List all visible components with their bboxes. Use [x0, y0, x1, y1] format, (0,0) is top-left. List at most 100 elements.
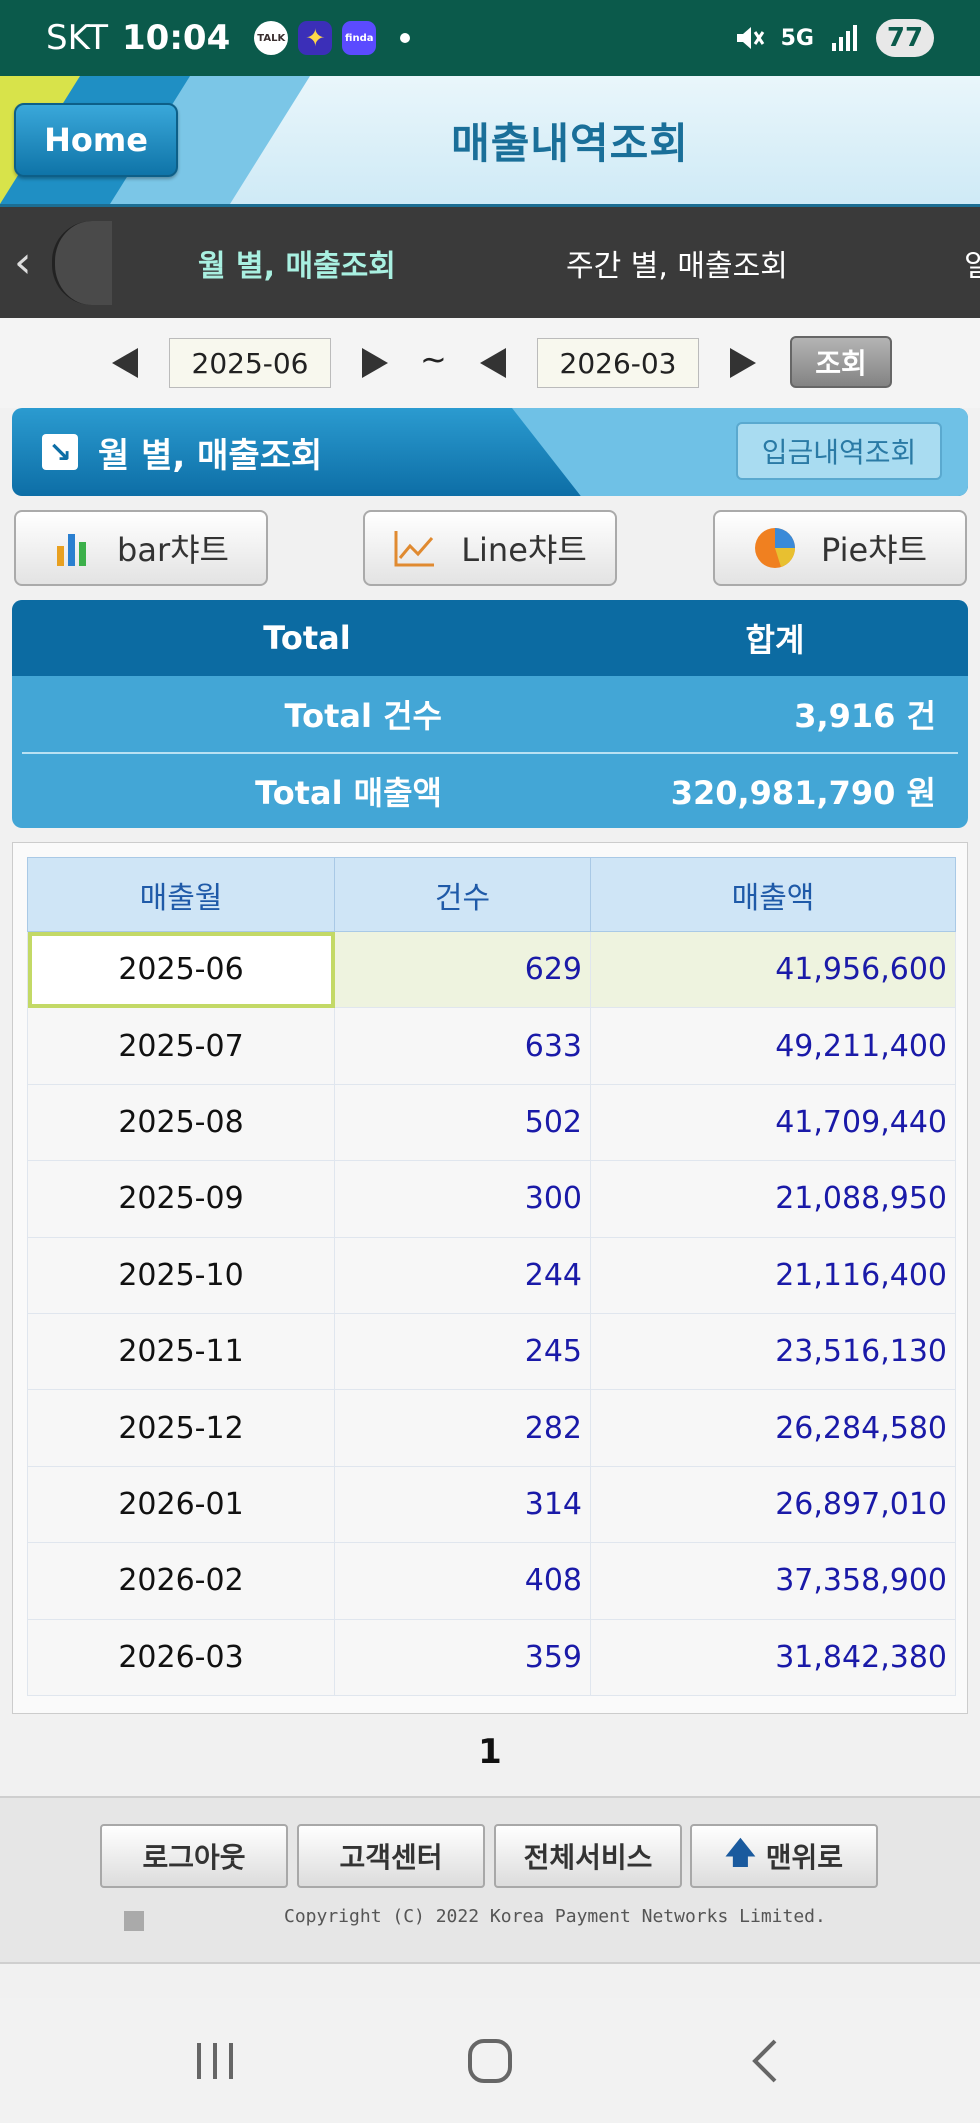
cell-count: 633 — [334, 1007, 591, 1085]
cell-amount: 37,358,900 — [590, 1542, 956, 1620]
cell-month[interactable]: 2025-11 — [27, 1312, 335, 1391]
summary-box: Total 합계 Total 건수 3,916 건 Total 매출액 320,… — [12, 600, 968, 828]
section-title: 월 별, 매출조회 — [98, 435, 323, 476]
table-header-row: 매출월 건수 매출액 — [27, 857, 956, 932]
chevron-left-icon: ‹ — [14, 237, 32, 288]
cell-month[interactable]: 2025-07 — [27, 1007, 335, 1085]
kakaotalk-icon: TALK — [254, 21, 289, 55]
cell-count: 408 — [334, 1542, 591, 1620]
summary-label: Total 건수 — [284, 697, 442, 735]
home-nav-button[interactable] — [430, 1998, 550, 2123]
sales-table: 매출월 건수 매출액 2025-06 629 41,956,600 2025-0… — [27, 857, 956, 1696]
summary-sum-header: 합계 — [745, 621, 805, 659]
start-month-field[interactable]: 2025-06 — [169, 338, 331, 388]
recent-apps-button[interactable] — [155, 1998, 275, 2123]
cell-count: 502 — [334, 1083, 591, 1162]
table-row[interactable]: 2026-03 359 31,842,380 — [27, 1618, 956, 1696]
tab-daily[interactable]: 일 — [964, 207, 980, 318]
tab-weekly[interactable]: 주간 별, 매출조회 — [566, 248, 788, 284]
table-row[interactable]: 2025-08 502 41,709,440 — [27, 1083, 956, 1162]
cell-month[interactable]: 2026-03 — [27, 1618, 335, 1696]
cell-amount: 21,116,400 — [590, 1236, 956, 1314]
logout-label: 로그아웃 — [142, 1841, 246, 1874]
cell-amount: 26,284,580 — [590, 1389, 956, 1467]
logout-button[interactable]: 로그아웃 — [100, 1824, 288, 1888]
cell-amount: 41,956,600 — [590, 930, 956, 1009]
kpn-logo — [124, 1910, 244, 1932]
mute-icon — [736, 27, 764, 49]
page-number-current[interactable]: 1 — [478, 1732, 502, 1772]
signal-icon — [832, 25, 857, 51]
cell-month[interactable]: 2025-06 — [27, 930, 335, 1009]
cell-count: 314 — [334, 1465, 591, 1544]
cell-amount: 31,842,380 — [590, 1618, 956, 1696]
system-navigation-bar — [0, 1998, 980, 2123]
date-filter: 2025-06 ~ 2026-03 조회 — [0, 318, 980, 408]
tab-bar: ‹ 월 별, 매출조회 주간 별, 매출조회 일 — [0, 204, 980, 318]
line-chart-button[interactable]: Line챠트 — [363, 510, 617, 586]
table-row[interactable]: 2025-07 633 49,211,400 — [27, 1007, 956, 1085]
start-next-arrow-icon[interactable] — [362, 348, 388, 378]
pie-chart-button[interactable]: Pie챠트 — [713, 510, 967, 586]
start-prev-arrow-icon[interactable] — [112, 348, 138, 378]
customer-center-button[interactable]: 고객센터 — [297, 1824, 485, 1888]
table-row[interactable]: 2026-01 314 26,897,010 — [27, 1465, 956, 1544]
page-title: 매출내역조회 — [451, 118, 689, 168]
table-row[interactable]: 2025-09 300 21,088,950 — [27, 1160, 956, 1238]
clock: 10:04 — [122, 18, 231, 58]
status-bar: SKT 10:04 TALK ✦ finda 5G 77 — [0, 0, 980, 76]
home-button[interactable]: Home — [14, 103, 178, 177]
table-row[interactable]: 2026-02 408 37,358,900 — [27, 1542, 956, 1620]
cell-month[interactable]: 2025-10 — [27, 1236, 335, 1314]
line-chart-icon — [394, 531, 435, 567]
cell-month[interactable]: 2026-01 — [27, 1465, 335, 1544]
summary-value: 3,916 건 — [794, 697, 936, 735]
footer: 로그아웃 고객센터 전체서비스 🡅 맨위로 Copyright (C) 2022… — [0, 1796, 980, 1964]
carrier-label: SKT — [46, 18, 109, 58]
cell-count: 629 — [334, 930, 591, 1009]
cell-amount: 26,897,010 — [590, 1465, 956, 1544]
summary-total-header: Total — [263, 619, 351, 657]
tab-monthly[interactable]: 월 별, 매출조회 — [198, 248, 396, 284]
range-separator: ~ — [420, 340, 447, 378]
scroll-to-top-button[interactable]: 🡅 맨위로 — [690, 1824, 878, 1888]
cell-month[interactable]: 2025-08 — [27, 1083, 335, 1162]
app-header: Home 매출내역조회 — [0, 76, 980, 204]
line-chart-label: Line챠트 — [461, 531, 587, 569]
cell-month[interactable]: 2025-09 — [27, 1160, 335, 1238]
search-button[interactable]: 조회 — [790, 336, 892, 388]
table-row[interactable]: 2025-10 244 21,116,400 — [27, 1236, 956, 1314]
cell-count: 245 — [334, 1312, 591, 1391]
network-indicator: 5G — [780, 25, 814, 51]
cell-amount: 41,709,440 — [590, 1083, 956, 1162]
recent-apps-icon — [197, 2042, 233, 2079]
customer-center-label: 고객센터 — [339, 1841, 443, 1874]
scroll-to-top-label: 맨위로 — [765, 1841, 844, 1874]
cell-amount: 49,211,400 — [590, 1007, 956, 1085]
column-header-month: 매출월 — [27, 857, 335, 932]
battery-indicator: 77 — [876, 19, 934, 57]
end-prev-arrow-icon[interactable] — [480, 348, 506, 378]
table-row[interactable]: 2025-12 282 26,284,580 — [27, 1389, 956, 1467]
bar-chart-button[interactable]: bar챠트 — [14, 510, 268, 586]
pagination: 1 — [0, 1726, 980, 1778]
column-header-count: 건수 — [334, 857, 591, 932]
table-row[interactable]: 2025-06 629 41,956,600 — [27, 930, 956, 1009]
end-month-field[interactable]: 2026-03 — [537, 338, 699, 388]
cell-count: 244 — [334, 1236, 591, 1314]
copyright-text: Copyright (C) 2022 Korea Payment Network… — [284, 1906, 826, 1927]
pie-chart-icon — [754, 528, 795, 568]
pie-chart-label: Pie챠트 — [820, 531, 928, 569]
cell-count: 282 — [334, 1389, 591, 1467]
deposit-history-button[interactable]: 입금내역조회 — [736, 422, 942, 480]
cell-month[interactable]: 2025-12 — [27, 1389, 335, 1467]
section-header: ↘ 월 별, 매출조회 입금내역조회 — [12, 408, 968, 496]
tab-prev-button[interactable]: ‹ — [0, 207, 112, 318]
column-header-amount: 매출액 — [590, 857, 956, 932]
end-next-arrow-icon[interactable] — [730, 348, 756, 378]
sales-table-container: 매출월 건수 매출액 2025-06 629 41,956,600 2025-0… — [12, 842, 968, 1714]
table-row[interactable]: 2025-11 245 23,516,130 — [27, 1312, 956, 1391]
cell-month[interactable]: 2026-02 — [27, 1542, 335, 1620]
back-nav-button[interactable] — [705, 1998, 825, 2123]
all-services-button[interactable]: 전체서비스 — [494, 1824, 682, 1888]
